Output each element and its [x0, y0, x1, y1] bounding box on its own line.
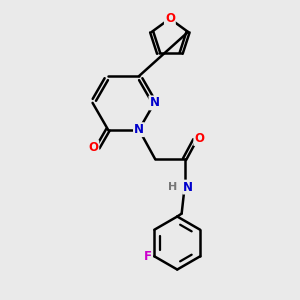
Text: F: F	[144, 250, 152, 263]
Text: N: N	[134, 123, 144, 136]
Text: N: N	[149, 96, 159, 110]
Text: O: O	[165, 12, 175, 25]
Text: O: O	[194, 132, 204, 145]
Text: H: H	[168, 182, 177, 192]
Text: N: N	[183, 181, 193, 194]
Text: O: O	[88, 141, 98, 154]
